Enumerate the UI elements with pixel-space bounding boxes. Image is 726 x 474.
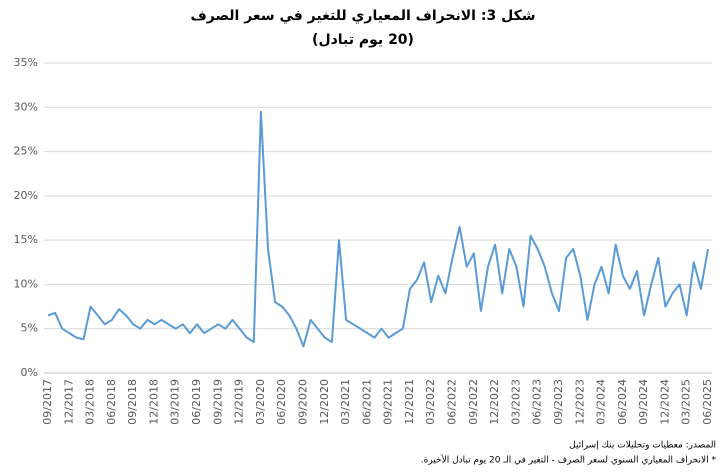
chart-subtitle: (20 يوم تبادل) (312, 32, 414, 48)
x-tick-label: 09/2018 (126, 379, 139, 425)
x-tick-label: 06/2021 (360, 379, 373, 425)
x-tick-label: 12/2019 (233, 379, 246, 425)
source: المصدر: معطيات وتحليلات بنك إسرائيل (569, 441, 716, 451)
x-tick-label: 03/2021 (339, 379, 352, 425)
x-tick-label: 12/2024 (658, 379, 671, 425)
y-tick-label: 15% (14, 233, 38, 246)
x-tick-label: 12/2022 (488, 379, 501, 425)
x-tick-label: 03/2025 (680, 379, 693, 425)
x-tick-label: 09/2019 (211, 379, 224, 425)
x-tick-label: 06/2022 (446, 379, 459, 425)
y-tick-label: 30% (14, 100, 38, 113)
x-tick-label: 03/2023 (509, 379, 522, 425)
x-tick-label: 06/2020 (275, 379, 288, 425)
x-tick-label: 09/2017 (41, 379, 54, 425)
x-tick-label: 12/2023 (573, 379, 586, 425)
x-tick-label: 09/2021 (382, 379, 395, 425)
x-tick-label: 12/2017 (62, 379, 75, 425)
x-tick-label: 09/2024 (637, 379, 650, 425)
x-tick-label: 06/2023 (531, 379, 544, 425)
y-tick-label: 5% (21, 322, 38, 335)
x-tick-label: 12/2021 (403, 379, 416, 425)
y-tick-label: 20% (14, 189, 38, 202)
x-tick-label: 12/2018 (147, 379, 160, 425)
x-tick-label: 06/2019 (190, 379, 203, 425)
chart-title: شكل 3: الانحراف المعياري للتغير في سعر ا… (191, 8, 536, 25)
y-tick-label: 10% (14, 277, 38, 290)
x-tick-label: 03/2018 (84, 379, 97, 425)
y-tick-label: 25% (14, 145, 38, 158)
y-tick-label: 35% (14, 56, 38, 69)
x-tick-label: 09/2023 (552, 379, 565, 425)
line-series (47, 110, 709, 348)
x-tick-label: 06/2018 (105, 379, 118, 425)
x-tick-label: 06/2024 (616, 379, 629, 425)
x-tick-label: 12/2020 (318, 379, 331, 425)
note: * الانحراف المعياري السنوي لسعر الصرف - … (421, 454, 717, 466)
x-tick-label: 09/2022 (467, 379, 480, 425)
x-tick-label: 09/2020 (296, 379, 309, 425)
x-tick-label: 03/2019 (169, 379, 182, 425)
y-tick-label: 0% (21, 366, 38, 379)
x-tick-label: 03/2022 (424, 379, 437, 425)
x-tick-label: 06/2025 (701, 379, 714, 425)
x-tick-label: 03/2020 (254, 379, 267, 425)
x-tick-label: 03/2024 (595, 379, 608, 425)
